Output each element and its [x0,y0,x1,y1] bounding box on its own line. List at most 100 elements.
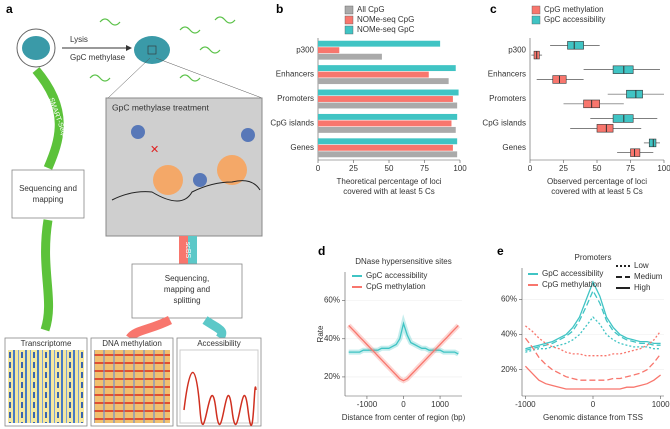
line [348,321,459,355]
arrow [32,67,64,170]
arrow-head [126,45,132,51]
arrow [40,219,54,332]
x-tick-label: 1000 [431,400,449,409]
bar [318,113,458,120]
x-tick-label: -1000 [357,400,378,409]
zoom-box [147,45,157,55]
legend-swatch [344,5,354,15]
y-tick-label: CpG islands [270,119,314,128]
legend-label: CpG methylation [544,5,604,14]
bar [318,53,382,60]
line [348,324,459,382]
bar [318,40,441,47]
y-tick-label: Enhancers [488,70,526,79]
y-tick-label: 40% [501,330,517,339]
y-tick-label: Genes [290,143,314,152]
x-tick-label: 75 [420,164,429,173]
legend-label: CpG methylation [366,282,426,291]
y-tick-label: p300 [508,45,526,54]
y-tick-label: 20% [501,365,517,374]
y-axis-label: Rate [316,325,325,342]
x-tick-label: 0 [316,164,321,173]
bar [318,102,458,109]
x-tick-label: 50 [593,164,602,173]
y-tick-label: 60% [324,296,340,305]
y-tick-label: Promoters [489,94,526,103]
heatmap [8,350,84,423]
box [626,89,643,99]
panel-label: a [6,2,13,16]
label: scBS [184,242,191,259]
label: mapping [33,195,64,204]
legend-swatch [531,5,541,15]
arrow [126,315,173,341]
legend-label: All CpG [357,5,385,14]
line [525,280,661,350]
label: Accessibility [197,339,241,348]
heatmap [94,350,170,423]
step-box [11,169,85,219]
x-tick-label: 25 [349,164,358,173]
panel-a: a Lysis GpC methylase GpC methylase trea… [4,2,263,427]
box [648,138,657,148]
bar [318,151,458,158]
bar [318,126,456,133]
bar [318,96,453,102]
y-tick-label: CpG islands [482,119,526,128]
arrow [202,316,227,341]
nucleosome [153,165,183,195]
x-axis-label: Distance from center of region (bp) [342,413,466,422]
box [630,148,641,157]
zoom-line [107,57,151,99]
trace-box [179,349,259,424]
y-tick-label: 40% [324,334,340,343]
enzyme [131,125,145,139]
x-tick-label: 100 [453,164,467,173]
bar [318,144,453,151]
x-tick-label: 100 [657,164,670,173]
label: DNA methylation [102,339,162,348]
x-axis-label: Observed percentage of loci [547,177,647,186]
zoom-line [155,57,263,99]
legend-swatch [344,15,354,25]
legend-swatch [344,25,354,35]
panel-label: e [497,244,504,258]
x-tick-label: 75 [626,164,635,173]
x-axis-label: covered with at least 5 Cs [551,187,643,196]
bar [318,120,452,127]
line [524,337,662,381]
panel-label: c [490,2,497,16]
y-tick-label: Promoters [277,94,314,103]
box [612,114,634,123]
nucleus [134,36,170,64]
bar [318,65,456,72]
line [525,316,661,353]
x-tick-label: 0 [591,400,596,409]
bar [318,89,459,96]
legend-label: Medium [634,272,663,281]
legend-label: GpC accessibility [366,271,427,280]
x-tick-label: 0 [401,400,406,409]
label: Sequencing, [165,274,209,283]
panel-label: b [276,2,283,16]
step-box [131,263,243,319]
legend-swatch [531,15,541,25]
trace [183,372,257,427]
box [596,124,614,133]
y-tick-label: 60% [501,295,517,304]
x-axis-label: covered with at least 5 Cs [343,187,435,196]
y-tick-label: Genes [502,143,526,152]
nucleus [22,36,50,60]
label: Transcriptome [21,339,72,348]
legend-label: GpC accessibility [542,269,603,278]
panel-label: d [318,244,325,258]
legend-label: CpG methylation [542,280,602,289]
x-axis-label: Genomic distance from TSS [543,413,643,422]
x-axis-label: Theoretical percentage of loci [337,177,442,186]
legend-label: GpC accessibility [544,15,605,24]
chart-title: DNase hypersensitive sites [355,257,451,266]
enzyme [193,173,207,187]
box-title: GpC methylase treatment [112,102,209,112]
nucleosome [217,155,247,185]
